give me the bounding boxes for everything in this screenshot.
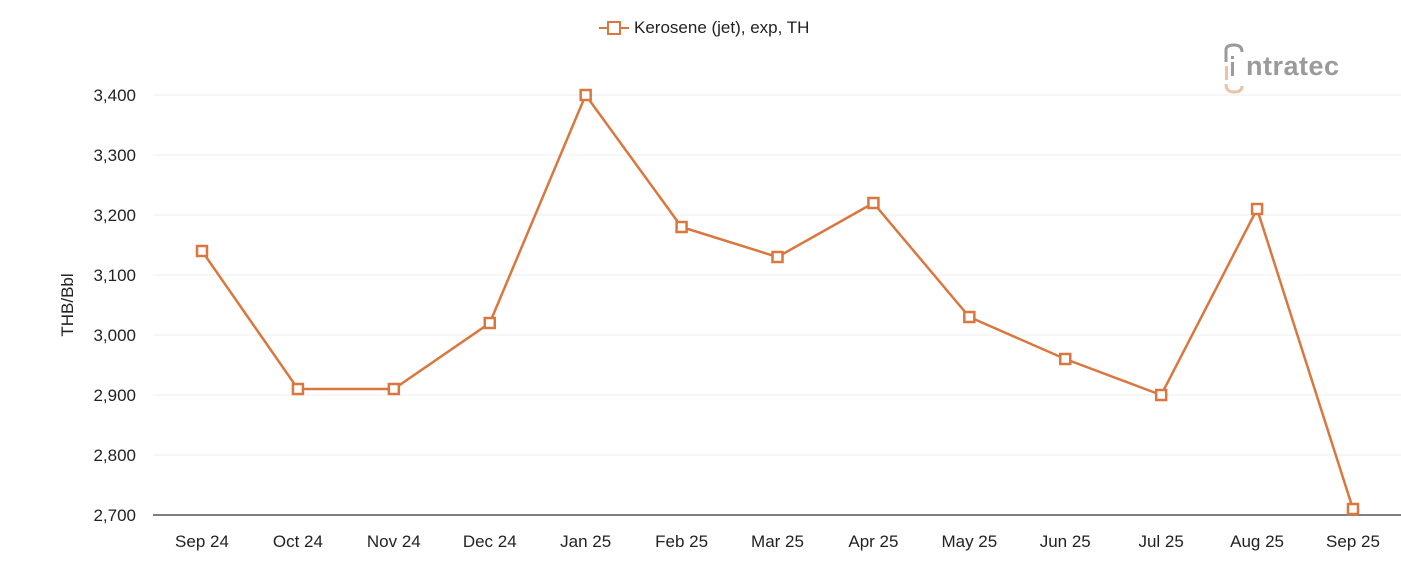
legend-label: Kerosene (jet), exp, TH <box>634 18 810 37</box>
data-point-marker <box>1346 502 1360 516</box>
grid-lines <box>153 94 1401 456</box>
y-axis-ticks: 2,700 2,800 2,900 3,000 3,100 3,200 3,300 3,400 <box>93 86 136 525</box>
chart-legend: Kerosene (jet), exp, TH <box>598 18 809 38</box>
data-point-marker <box>387 382 401 396</box>
x-tick-label: Nov 24 <box>367 532 421 551</box>
x-tick-label: Dec 24 <box>463 532 517 551</box>
y-tick-label: 2,900 <box>93 386 136 405</box>
x-tick-label: Sep 24 <box>175 532 229 551</box>
data-point-marker <box>1250 202 1264 216</box>
y-tick-label: 3,400 <box>93 86 136 105</box>
series-line <box>200 92 1355 510</box>
logo-mark-icon <box>1224 43 1244 94</box>
y-tick-label: 2,700 <box>93 506 136 525</box>
logo-text-visible: ntratec <box>1246 51 1340 81</box>
y-tick-label: 3,300 <box>93 146 136 165</box>
intratec-logo: intratec ntratec <box>1222 42 1340 94</box>
y-tick-label: 3,200 <box>93 206 136 225</box>
x-tick-label: May 25 <box>941 532 997 551</box>
data-point-marker <box>195 244 209 258</box>
x-tick-label: Aug 25 <box>1230 532 1284 551</box>
x-tick-label: Feb 25 <box>655 532 708 551</box>
data-point-marker <box>963 310 976 324</box>
data-point-marker <box>1059 352 1072 366</box>
y-tick-label: 3,000 <box>93 326 136 345</box>
data-point-marker <box>579 88 592 102</box>
y-axis-title: THB/Bbl <box>58 273 77 336</box>
data-point-marker <box>1154 388 1168 402</box>
legend-line-square-icon <box>599 21 629 35</box>
y-tick-label: 2,800 <box>93 446 136 465</box>
data-point-marker <box>291 382 305 396</box>
x-tick-label: Sep 25 <box>1326 532 1380 551</box>
x-tick-label: Jul 25 <box>1138 532 1183 551</box>
x-tick-label: Jun 25 <box>1040 532 1091 551</box>
x-tick-label: Oct 24 <box>273 532 323 551</box>
data-point-marker <box>675 220 688 234</box>
x-tick-label: Mar 25 <box>751 532 804 551</box>
x-tick-label: Jan 25 <box>560 532 611 551</box>
series-markers <box>195 88 1360 516</box>
x-axis-ticks: Sep 24 Oct 24 Nov 24 Dec 24 Jan 25 Feb 25 Mar … <box>175 532 1380 551</box>
x-tick-label: Apr 25 <box>848 532 898 551</box>
data-point-marker <box>483 316 496 330</box>
y-tick-label: 3,100 <box>93 266 136 285</box>
data-point-marker <box>867 196 880 210</box>
data-point-marker <box>771 250 784 264</box>
